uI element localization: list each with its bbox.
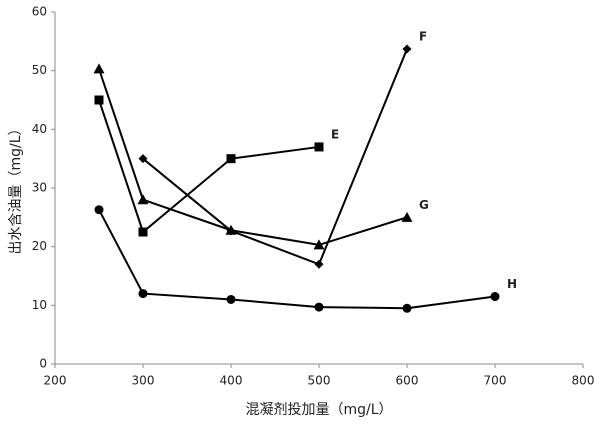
marker [137,194,149,205]
marker [138,154,148,164]
y-tick-label: 20 [32,239,47,253]
x-tick-label: 600 [396,374,419,388]
marker [314,259,324,269]
y-tick-label: 60 [32,5,47,19]
marker [490,292,500,302]
marker [94,205,104,215]
series-line [142,48,408,266]
x-tick-label: 700 [484,374,507,388]
marker [94,95,104,105]
x-tick-label: 200 [44,374,67,388]
marker [313,239,325,250]
marker [402,44,412,54]
series-label: H [507,277,517,291]
marker [402,303,412,313]
marker [401,211,413,222]
x-tick-label: 300 [132,374,155,388]
series-label: F [419,29,427,43]
series-label: E [331,127,339,141]
y-tick-label: 30 [32,181,47,195]
marker [314,142,324,152]
marker [138,289,148,299]
y-tick-label: 50 [32,63,47,77]
y-tick-label: 0 [39,357,47,371]
marker [93,63,105,74]
marker [225,224,237,235]
series-label: G [419,198,429,212]
marker [138,227,148,237]
marker [226,294,236,304]
x-tick-label: 800 [572,374,595,388]
marker [314,302,324,312]
y-tick-label: 10 [32,298,47,312]
y-axis-label: 出水含油量（mg/L） [8,121,24,254]
x-axis-label: 混凝剂投加量（mg/L） [245,402,392,418]
x-tick-label: 400 [220,374,243,388]
y-tick-label: 40 [32,122,47,136]
series-line [98,209,496,310]
x-tick-label: 500 [308,374,331,388]
marker [226,154,236,164]
